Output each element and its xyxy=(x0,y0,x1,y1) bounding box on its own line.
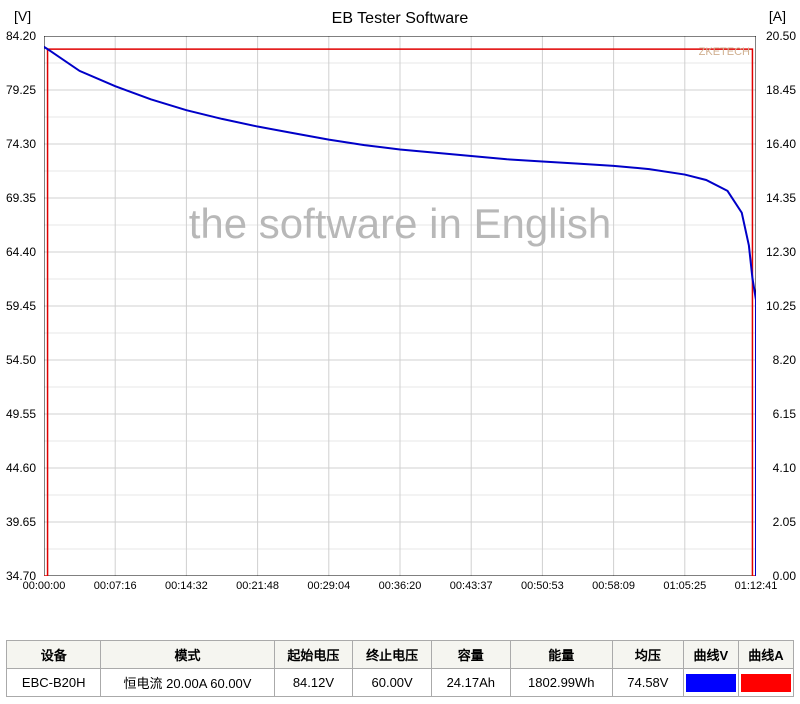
swatch-voltage xyxy=(686,674,736,692)
y2-tick-label: 10.25 xyxy=(766,299,796,313)
y2-tick-label: 16.40 xyxy=(766,137,796,151)
table-header-row: 设备模式起始电压终止电压容量能量均压曲线V曲线A xyxy=(7,641,794,669)
plot-svg xyxy=(44,36,756,576)
data-table: 设备模式起始电压终止电压容量能量均压曲线V曲线A EBC-B20H 恒电流 20… xyxy=(6,640,794,697)
y2-tick-label: 6.15 xyxy=(773,407,796,421)
y2-unit-label: [A] xyxy=(769,8,786,24)
x-tick-label: 00:29:04 xyxy=(307,580,350,592)
x-tick-label: 01:05:25 xyxy=(663,580,706,592)
y1-tick-label: 69.35 xyxy=(6,191,36,205)
x-tick-label: 00:36:20 xyxy=(379,580,422,592)
table-header-cell: 曲线A xyxy=(738,641,793,669)
table-header-cell: 设备 xyxy=(7,641,101,669)
y1-axis-ticks: 84.2079.2574.3069.3564.4059.4554.5049.55… xyxy=(0,36,40,576)
table-row: EBC-B20H 恒电流 20.00A 60.00V 84.12V 60.00V… xyxy=(7,669,794,697)
table-header-cell: 起始电压 xyxy=(274,641,353,669)
cell-mode: 恒电流 20.00A 60.00V xyxy=(101,669,274,697)
cell-capacity: 24.17Ah xyxy=(431,669,510,697)
table-header-cell: 终止电压 xyxy=(353,641,432,669)
table-header-cell: 均压 xyxy=(612,641,683,669)
y1-tick-label: 39.65 xyxy=(6,515,36,529)
y1-tick-label: 44.60 xyxy=(6,461,36,475)
x-tick-label: 00:43:37 xyxy=(450,580,493,592)
cell-energy: 1802.99Wh xyxy=(510,669,612,697)
x-tick-label: 00:50:53 xyxy=(521,580,564,592)
cell-end-v: 60.00V xyxy=(353,669,432,697)
cell-device: EBC-B20H xyxy=(7,669,101,697)
table-header-cell: 模式 xyxy=(101,641,274,669)
x-tick-label: 00:14:32 xyxy=(165,580,208,592)
chart-area: [V] EB Tester Software [A] ZKETECH the s… xyxy=(0,0,800,620)
x-tick-label: 00:58:09 xyxy=(592,580,635,592)
x-tick-label: 00:00:00 xyxy=(23,580,66,592)
y2-tick-label: 2.05 xyxy=(773,515,796,529)
y2-tick-label: 14.35 xyxy=(766,191,796,205)
x-axis-ticks: 00:00:0000:07:1600:14:3200:21:4800:29:04… xyxy=(44,580,756,600)
cell-curve-v xyxy=(683,669,738,697)
y2-tick-label: 18.45 xyxy=(766,83,796,97)
y2-tick-label: 4.10 xyxy=(773,461,796,475)
cell-curve-a xyxy=(738,669,793,697)
brand-label: ZKETECH xyxy=(699,46,750,58)
y2-tick-label: 20.50 xyxy=(766,29,796,43)
y1-tick-label: 64.40 xyxy=(6,245,36,259)
table-header-cell: 容量 xyxy=(431,641,510,669)
cell-avg-v: 74.58V xyxy=(612,669,683,697)
chart-title: EB Tester Software xyxy=(0,10,800,28)
table-header-cell: 曲线V xyxy=(683,641,738,669)
y1-tick-label: 59.45 xyxy=(6,299,36,313)
y1-tick-label: 49.55 xyxy=(6,407,36,421)
cell-start-v: 84.12V xyxy=(274,669,353,697)
table-header-cell: 能量 xyxy=(510,641,612,669)
y2-axis-ticks: 20.5018.4516.4014.3512.3010.258.206.154.… xyxy=(760,36,800,576)
y1-tick-label: 74.30 xyxy=(6,137,36,151)
plot-region xyxy=(44,36,756,576)
swatch-current xyxy=(741,674,791,692)
y2-tick-label: 8.20 xyxy=(773,353,796,367)
y2-tick-label: 12.30 xyxy=(766,245,796,259)
x-tick-label: 00:07:16 xyxy=(94,580,137,592)
x-tick-label: 01:12:41 xyxy=(735,580,778,592)
x-tick-label: 00:21:48 xyxy=(236,580,279,592)
y1-tick-label: 54.50 xyxy=(6,353,36,367)
y1-tick-label: 84.20 xyxy=(6,29,36,43)
y1-tick-label: 79.25 xyxy=(6,83,36,97)
